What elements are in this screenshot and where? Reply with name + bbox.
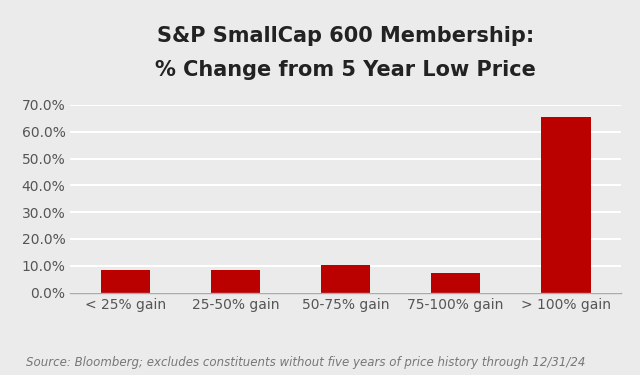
Bar bbox=[211, 270, 260, 292]
Bar bbox=[100, 270, 150, 292]
Bar bbox=[541, 117, 591, 292]
Text: S&P SmallCap 600 Membership:: S&P SmallCap 600 Membership: bbox=[157, 26, 534, 46]
Text: % Change from 5 Year Low Price: % Change from 5 Year Low Price bbox=[155, 60, 536, 80]
Text: Source: Bloomberg; excludes constituents without five years of price history thr: Source: Bloomberg; excludes constituents… bbox=[26, 356, 585, 369]
Bar bbox=[431, 273, 481, 292]
Bar bbox=[321, 265, 371, 292]
